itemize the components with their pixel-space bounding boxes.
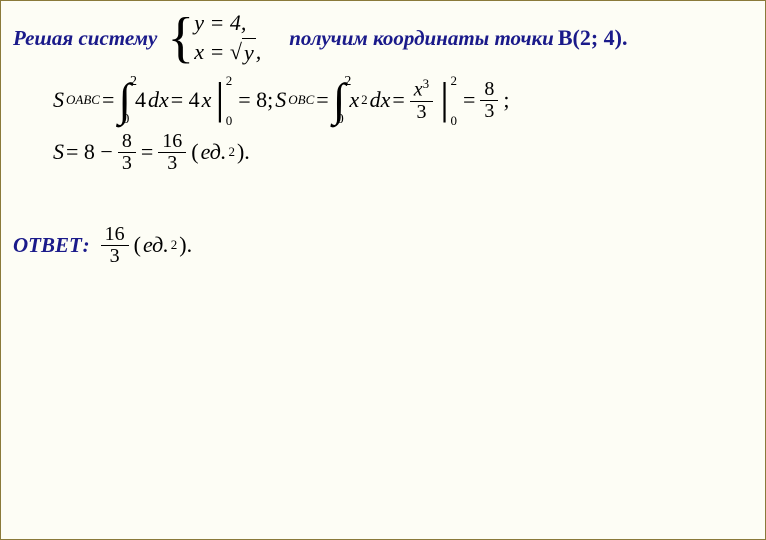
sys-eq-1: y = 4,: [194, 9, 261, 38]
system-brace: { y = 4, x = √y,: [167, 9, 261, 67]
sqrt-icon: √y: [230, 38, 256, 68]
var-s-2: S: [275, 87, 286, 113]
var-s-3: S: [53, 139, 64, 165]
system-content: y = 4, x = √y,: [194, 9, 261, 67]
answer-value: 16 3 (ед.2).: [98, 224, 193, 267]
frac-8-3b: 8 3: [118, 131, 136, 174]
eval-bar-2: | 2 0: [440, 81, 449, 119]
equation-row-2: S = 8 − 8 3 = 16 3 (ед.2).: [53, 131, 753, 174]
sys-eq-2: x = √y,: [194, 38, 261, 68]
eval-bar-1: | 2 0: [215, 81, 224, 119]
obtain-text: получим координаты точки: [289, 26, 554, 51]
frac-8-3: 8 3: [480, 79, 498, 122]
frac-16-3-ans: 16 3: [101, 224, 129, 267]
sub-oabc: OABC: [66, 92, 100, 108]
equation-row-1: SOABC = 2 ∫ 0 4dx = 4x | 2 0 = 8; SOBC =…: [53, 77, 753, 123]
frac-16-3: 16 3: [158, 131, 186, 174]
solving-text: Решая систему: [13, 26, 157, 51]
intro-line: Решая систему { y = 4, x = √y, получим к…: [13, 9, 753, 67]
frac-x3-3: x3 3: [410, 77, 433, 123]
answer-label: ОТВЕТ:: [13, 233, 90, 258]
var-s: S: [53, 87, 64, 113]
left-brace-icon: {: [167, 13, 194, 63]
point-b: B(2; 4).: [558, 25, 628, 51]
integral-1: 2 ∫ 0: [118, 84, 131, 116]
answer-row: ОТВЕТ: 16 3 (ед.2).: [13, 224, 753, 267]
integral-2: 2 ∫ 0: [333, 84, 346, 116]
sub-obc: OBC: [288, 92, 314, 108]
